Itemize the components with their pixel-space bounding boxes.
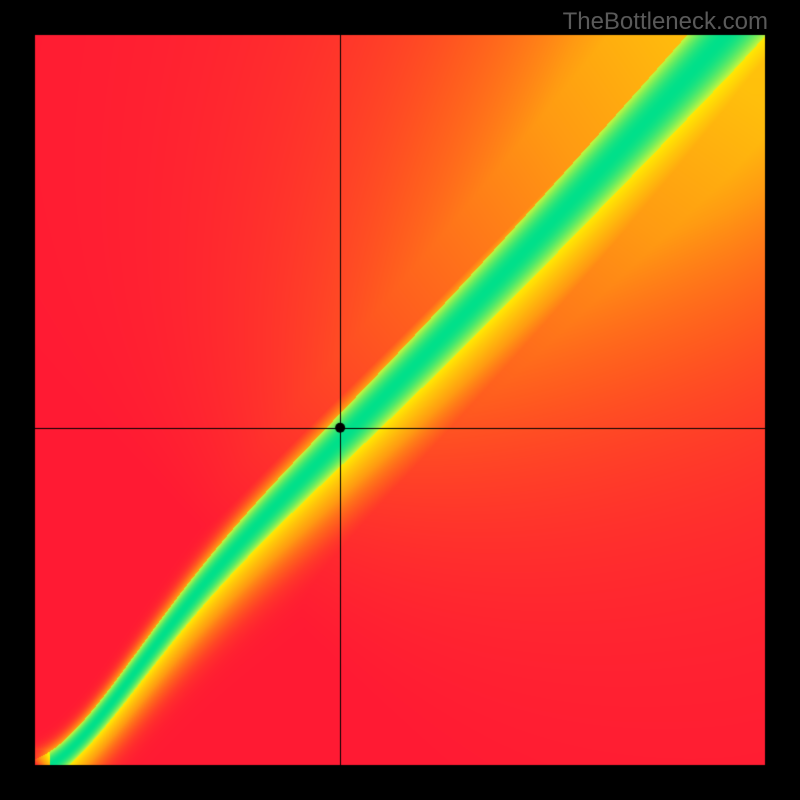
bottleneck-heatmap — [0, 0, 800, 800]
chart-container: TheBottleneck.com — [0, 0, 800, 800]
watermark-text: TheBottleneck.com — [563, 8, 768, 36]
